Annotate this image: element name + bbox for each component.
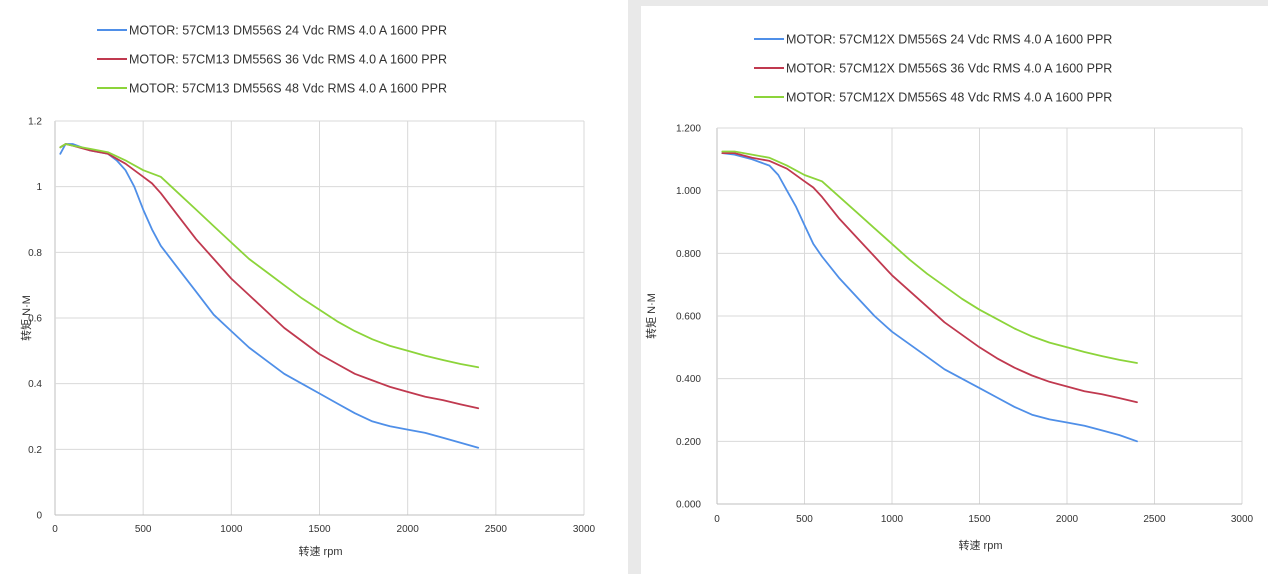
legend-entry: MOTOR: 57CM12X DM556S 36 Vdc RMS 4.0 A 1… — [786, 62, 1112, 76]
torque-speed-chart-left: 0 500 1000 1500 2000 2500 3000 0 0.2 0.4 0.6 0.8 1 1.… — [19, 24, 596, 559]
legend-entry: MOTOR: 57CM12X DM556S 48 Vdc RMS 4.0 A 1… — [786, 91, 1112, 105]
x-tick-label: 2000 — [1056, 514, 1079, 525]
y-axis-title: 转矩 N·M — [19, 295, 33, 341]
series-line — [59, 143, 480, 410]
legend-entry: MOTOR: 57CM13 DM556S 48 Vdc RMS 4.0 A 16… — [129, 82, 447, 96]
x-tick-label: 2000 — [397, 524, 420, 535]
x-tick-label: 1000 — [881, 514, 904, 525]
grid-lines — [716, 127, 1243, 505]
y-tick-label: 1.000 — [676, 186, 701, 197]
legend-entry: MOTOR: 57CM12X DM556S 24 Vdc RMS 4.0 A 1… — [786, 33, 1112, 47]
x-tick-label: 500 — [135, 524, 152, 535]
x-tick-label: 2500 — [1143, 514, 1166, 525]
chart-panel-left: 0 500 1000 1500 2000 2500 3000 0 0.2 0.4 0.6 0.8 1 1.… — [0, 0, 628, 574]
y-tick-label: 0.800 — [676, 249, 701, 260]
series-line — [721, 152, 1138, 443]
y-tick-label: 0.400 — [676, 374, 701, 385]
series-line — [721, 150, 1138, 364]
y-tick-label: 0.600 — [676, 312, 701, 323]
y-tick-label: 0.8 — [28, 248, 42, 259]
y-tick-label: 1.2 — [28, 117, 42, 128]
x-axis-title: 转速 rpm — [959, 538, 1003, 552]
x-tick-label: 1500 — [968, 514, 991, 525]
chart-legend: MOTOR: 57CM13 DM556S 24 Vdc RMS 4.0 A 16… — [97, 24, 447, 96]
y-tick-label: 0.2 — [28, 445, 42, 456]
y-tick-label: 1 — [36, 182, 42, 193]
x-tick-label: 1500 — [308, 524, 331, 535]
y-tick-label: 1.200 — [676, 124, 701, 135]
series-line — [59, 143, 480, 369]
y-tick-label: 0.6 — [28, 314, 42, 325]
grid-lines — [54, 120, 585, 516]
x-tick-label: 2500 — [485, 524, 508, 535]
y-tick-label: 0.000 — [676, 500, 701, 511]
series-line — [721, 152, 1138, 404]
x-tick-label: 0 — [714, 514, 720, 525]
x-axis-title: 转速 rpm — [299, 544, 343, 558]
torque-speed-chart-right: 0 500 1000 1500 2000 2500 3000 0.000 0.200 0.400 0… — [644, 33, 1254, 553]
x-tick-label: 0 — [52, 524, 58, 535]
y-tick-label: 0 — [36, 511, 42, 522]
chart-legend: MOTOR: 57CM12X DM556S 24 Vdc RMS 4.0 A 1… — [754, 33, 1112, 105]
y-tick-label: 0.200 — [676, 437, 701, 448]
legend-entry: MOTOR: 57CM13 DM556S 24 Vdc RMS 4.0 A 16… — [129, 24, 447, 38]
x-tick-label: 3000 — [573, 524, 596, 535]
legend-entry: MOTOR: 57CM13 DM556S 36 Vdc RMS 4.0 A 16… — [129, 53, 447, 67]
x-tick-label: 3000 — [1231, 514, 1254, 525]
y-tick-label: 0.4 — [28, 379, 42, 390]
x-tick-label: 1000 — [220, 524, 243, 535]
y-axis-title: 转矩 N·M — [644, 293, 658, 339]
series-line — [59, 143, 480, 449]
chart-panel-right: 0 500 1000 1500 2000 2500 3000 0.000 0.200 0.400 0… — [641, 6, 1268, 574]
x-tick-label: 500 — [796, 514, 813, 525]
